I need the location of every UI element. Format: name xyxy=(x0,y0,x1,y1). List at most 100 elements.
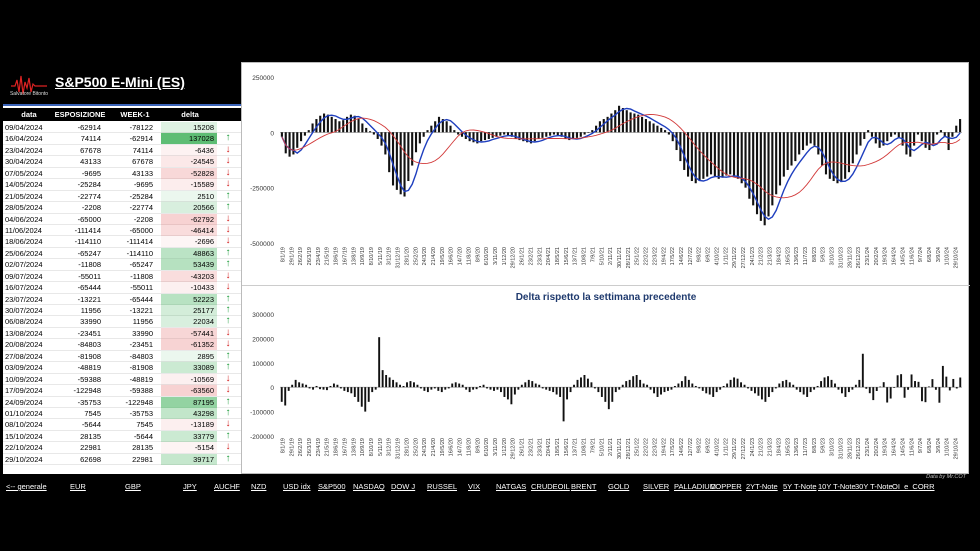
bar xyxy=(952,378,955,388)
x-tick-label: 20/2/24 xyxy=(874,438,880,456)
row-delta: -52828 xyxy=(161,167,217,179)
row-date: 07/05/2024 xyxy=(5,168,43,178)
bar xyxy=(334,119,337,133)
table-row: 25/06/2024 -65247 -114110 48863 ↑ xyxy=(3,247,243,260)
nav-link-usd-idx[interactable]: USD idx xyxy=(283,482,311,491)
nav-link-copper[interactable]: COPPER xyxy=(710,482,742,491)
col-exposure: ESPOSIZIONE LS xyxy=(54,110,106,128)
nav-link-10y-t-note[interactable]: 10Y T-Note xyxy=(818,482,856,491)
row-date: 15/10/2024 xyxy=(5,431,43,441)
bar xyxy=(865,387,868,389)
nav-link-natgas[interactable]: NATGAS xyxy=(496,482,527,491)
row-delta: 15208 xyxy=(161,122,217,133)
bar xyxy=(440,387,443,393)
bar xyxy=(621,107,624,133)
bar xyxy=(514,132,517,139)
y-tick-label: 0 xyxy=(270,130,274,137)
row-week: 11956 xyxy=(132,317,153,327)
row-date: 01/10/2024 xyxy=(5,408,43,418)
nav-link-nasdaq[interactable]: NASDAQ xyxy=(353,482,385,491)
nav-link-gold[interactable]: GOLD xyxy=(608,482,630,491)
bar xyxy=(472,132,475,143)
nav-link-2yt-note[interactable]: 2YT-Note xyxy=(746,482,778,491)
x-tick-label: 14/5/24 xyxy=(900,438,906,456)
bar xyxy=(823,377,826,388)
x-tick-label: 23/1/24 xyxy=(865,247,871,265)
y-tick-label: 0 xyxy=(270,385,274,392)
nav-link-eur[interactable]: EUR xyxy=(70,482,86,491)
bar xyxy=(882,132,885,146)
row-date: 22/10/2024 xyxy=(5,443,43,453)
nav-link-oi-e-corr[interactable]: OI_e_CORR xyxy=(892,482,935,491)
bar xyxy=(339,387,342,389)
bar xyxy=(667,387,669,391)
bar xyxy=(798,132,801,155)
bar xyxy=(778,383,781,388)
x-tick-label: 29/11/22 xyxy=(732,438,738,459)
nav-link-jpy[interactable]: JPY xyxy=(183,482,197,491)
nav-link-auchf[interactable]: AUCHF xyxy=(214,482,240,491)
bar xyxy=(495,132,498,137)
bar xyxy=(479,385,482,388)
nav-link-crudeoil[interactable]: CRUDEOIL xyxy=(531,482,570,491)
bar xyxy=(496,387,499,390)
x-tick-label: 23/1/24 xyxy=(865,438,871,456)
bar xyxy=(771,387,774,393)
x-tick-label: 3/10/23 xyxy=(830,438,836,456)
nav-link-vix[interactable]: VIX xyxy=(468,482,481,491)
x-tick-label: 16/6/20 xyxy=(449,247,455,265)
bar xyxy=(687,379,690,388)
x-tick-label: 6/9/22 xyxy=(706,438,712,453)
bar xyxy=(702,132,705,179)
bar xyxy=(357,387,360,402)
x-tick-label: 13/6/23 xyxy=(794,438,800,456)
nav-link-5y-t-note[interactable]: 5Y T-Note xyxy=(783,482,817,491)
bar xyxy=(402,385,405,388)
nav-link-dow-j[interactable]: DOW J xyxy=(391,482,416,491)
nav-link-palladium[interactable]: PALLADIUM xyxy=(674,482,716,491)
bar xyxy=(560,132,563,137)
bar xyxy=(385,375,388,388)
y-tick-label: -500000 xyxy=(250,241,274,248)
bar xyxy=(806,387,809,397)
row-exposure: -65000 xyxy=(77,214,101,224)
bar xyxy=(376,132,379,139)
arrow-up-icon: ↑ xyxy=(225,292,231,304)
x-tick-label: 16/7/19 xyxy=(342,247,348,265)
nav-link-gbp[interactable]: GBP xyxy=(125,482,141,491)
bar xyxy=(595,125,598,133)
row-exposure: -65247 xyxy=(77,248,101,258)
bar xyxy=(792,384,795,388)
logo-text: Salvatore Bitonto xyxy=(9,91,49,97)
nav-link-30y-t-note[interactable]: 30Y T-Note xyxy=(855,482,893,491)
nav-link-generale[interactable]: <-- generale xyxy=(6,482,47,491)
bar xyxy=(520,384,523,388)
nav-link-silver[interactable]: SILVER xyxy=(643,482,670,491)
bar xyxy=(287,387,290,391)
x-tick-label: 27/12/22 xyxy=(741,247,747,268)
nav-link-brent[interactable]: BRENT xyxy=(571,482,597,491)
nav-link-s-p500[interactable]: S&P500 xyxy=(318,482,346,491)
x-tick-label: 5/10/21 xyxy=(599,438,605,456)
bar xyxy=(771,132,774,206)
bar xyxy=(928,132,931,151)
x-tick-label: 9/8/22 xyxy=(697,247,703,262)
nav-link-russel[interactable]: RUSSEL xyxy=(427,482,458,491)
bar xyxy=(503,132,506,135)
table-row: 24/09/2024 -35753 -122948 87195 ↑ xyxy=(3,396,243,408)
row-date: 28/05/2024 xyxy=(5,203,43,213)
bar xyxy=(757,387,760,396)
x-tick-label: 19/4/22 xyxy=(661,438,667,456)
bar xyxy=(308,387,311,389)
x-tick-label: 5/9/23 xyxy=(821,247,827,262)
bar xyxy=(487,132,490,139)
nav-link-nzd[interactable]: NZD xyxy=(251,482,267,491)
table-row: 08/10/2024 -5644 7545 -13189 ↓ xyxy=(3,418,243,431)
x-tick-label: 18/6/19 xyxy=(334,247,340,265)
bar xyxy=(298,382,301,388)
x-tick-label: 20/2/24 xyxy=(874,247,880,265)
bar xyxy=(924,132,927,148)
col-delta: delta xyxy=(181,110,199,119)
bar xyxy=(744,132,747,188)
bar xyxy=(426,130,429,133)
